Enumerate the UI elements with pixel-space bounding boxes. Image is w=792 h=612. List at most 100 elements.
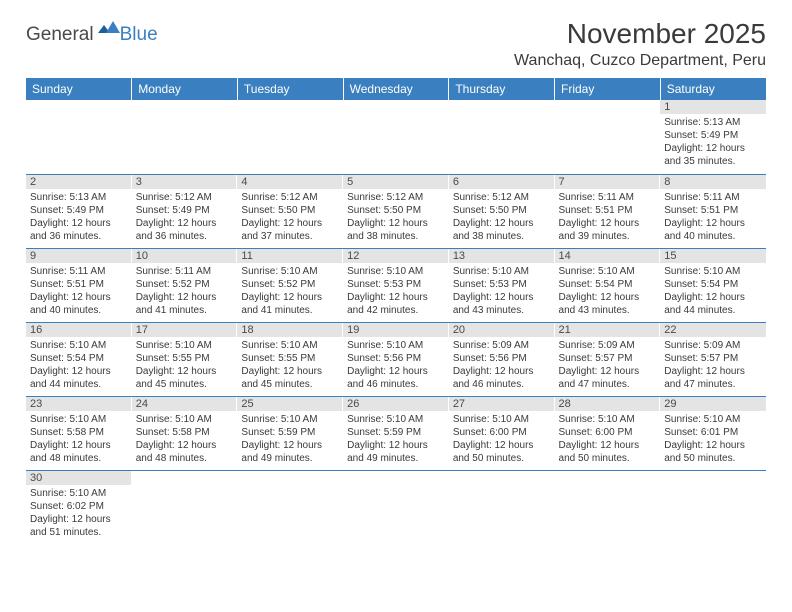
calendar-week-row: 9Sunrise: 5:11 AMSunset: 5:51 PMDaylight… — [26, 248, 766, 322]
calendar-day-cell — [237, 470, 343, 544]
day-details: Sunrise: 5:10 AMSunset: 5:52 PMDaylight:… — [237, 263, 343, 319]
calendar-day-cell: 11Sunrise: 5:10 AMSunset: 5:52 PMDayligh… — [237, 248, 343, 322]
daylight-text: Daylight: 12 hours and 44 minutes. — [30, 365, 128, 391]
sunrise-text: Sunrise: 5:10 AM — [453, 265, 551, 278]
daylight-text: Daylight: 12 hours and 51 minutes. — [30, 513, 128, 539]
day-number-bar: 2 — [26, 175, 132, 189]
daylight-text: Daylight: 12 hours and 46 minutes. — [453, 365, 551, 391]
sunrise-text: Sunrise: 5:13 AM — [30, 191, 128, 204]
sunset-text: Sunset: 5:59 PM — [241, 426, 339, 439]
calendar-header-row: SundayMondayTuesdayWednesdayThursdayFrid… — [26, 78, 766, 100]
day-details: Sunrise: 5:11 AMSunset: 5:51 PMDaylight:… — [660, 189, 766, 245]
day-number-bar: 25 — [237, 397, 343, 411]
sunset-text: Sunset: 5:51 PM — [559, 204, 657, 217]
daylight-text: Daylight: 12 hours and 37 minutes. — [241, 217, 339, 243]
sunrise-text: Sunrise: 5:10 AM — [241, 339, 339, 352]
sunrise-text: Sunrise: 5:10 AM — [136, 413, 234, 426]
day-number-bar: 1 — [660, 100, 766, 114]
sunset-text: Sunset: 5:55 PM — [136, 352, 234, 365]
day-number-bar — [132, 100, 238, 114]
sunrise-text: Sunrise: 5:12 AM — [136, 191, 234, 204]
calendar-day-cell: 19Sunrise: 5:10 AMSunset: 5:56 PMDayligh… — [343, 322, 449, 396]
sunrise-text: Sunrise: 5:09 AM — [664, 339, 762, 352]
day-details: Sunrise: 5:10 AMSunset: 5:54 PMDaylight:… — [555, 263, 661, 319]
sunset-text: Sunset: 5:53 PM — [347, 278, 445, 291]
day-details: Sunrise: 5:10 AMSunset: 5:53 PMDaylight:… — [343, 263, 449, 319]
calendar-day-cell: 5Sunrise: 5:12 AMSunset: 5:50 PMDaylight… — [343, 174, 449, 248]
sunset-text: Sunset: 5:50 PM — [453, 204, 551, 217]
day-number-bar: 6 — [449, 175, 555, 189]
daylight-text: Daylight: 12 hours and 41 minutes. — [241, 291, 339, 317]
sunset-text: Sunset: 6:00 PM — [453, 426, 551, 439]
weekday-header: Wednesday — [343, 78, 449, 100]
sunset-text: Sunset: 5:52 PM — [241, 278, 339, 291]
calendar-day-cell: 20Sunrise: 5:09 AMSunset: 5:56 PMDayligh… — [449, 322, 555, 396]
calendar-day-cell — [343, 470, 449, 544]
day-number-bar: 5 — [343, 175, 449, 189]
weekday-header: Thursday — [449, 78, 555, 100]
calendar-day-cell: 9Sunrise: 5:11 AMSunset: 5:51 PMDaylight… — [26, 248, 132, 322]
sunset-text: Sunset: 5:50 PM — [347, 204, 445, 217]
day-details: Sunrise: 5:13 AMSunset: 5:49 PMDaylight:… — [26, 189, 132, 245]
sunrise-text: Sunrise: 5:10 AM — [347, 339, 445, 352]
daylight-text: Daylight: 12 hours and 46 minutes. — [347, 365, 445, 391]
calendar-day-cell: 22Sunrise: 5:09 AMSunset: 5:57 PMDayligh… — [660, 322, 766, 396]
day-number-bar: 22 — [660, 323, 766, 337]
day-number-bar: 24 — [132, 397, 238, 411]
daylight-text: Daylight: 12 hours and 39 minutes. — [559, 217, 657, 243]
calendar-day-cell — [660, 470, 766, 544]
sunrise-text: Sunrise: 5:09 AM — [559, 339, 657, 352]
sunset-text: Sunset: 5:58 PM — [136, 426, 234, 439]
sunset-text: Sunset: 5:51 PM — [30, 278, 128, 291]
calendar-day-cell — [132, 100, 238, 174]
calendar-day-cell: 26Sunrise: 5:10 AMSunset: 5:59 PMDayligh… — [343, 396, 449, 470]
daylight-text: Daylight: 12 hours and 49 minutes. — [241, 439, 339, 465]
calendar-week-row: 1Sunrise: 5:13 AMSunset: 5:49 PMDaylight… — [26, 100, 766, 174]
day-number-bar: 23 — [26, 397, 132, 411]
header: General Blue November 2025 Wanchaq, Cuzc… — [26, 18, 766, 70]
day-number-bar — [449, 100, 555, 114]
day-details: Sunrise: 5:10 AMSunset: 5:53 PMDaylight:… — [449, 263, 555, 319]
sunset-text: Sunset: 5:58 PM — [30, 426, 128, 439]
location-subtitle: Wanchaq, Cuzco Department, Peru — [514, 52, 766, 70]
day-details: Sunrise: 5:10 AMSunset: 6:02 PMDaylight:… — [26, 485, 132, 541]
day-details: Sunrise: 5:10 AMSunset: 6:00 PMDaylight:… — [555, 411, 661, 467]
calendar-body: 1Sunrise: 5:13 AMSunset: 5:49 PMDaylight… — [26, 100, 766, 544]
daylight-text: Daylight: 12 hours and 36 minutes. — [136, 217, 234, 243]
sunset-text: Sunset: 5:49 PM — [136, 204, 234, 217]
daylight-text: Daylight: 12 hours and 50 minutes. — [559, 439, 657, 465]
sunset-text: Sunset: 5:57 PM — [559, 352, 657, 365]
day-number-bar — [26, 100, 132, 114]
day-details: Sunrise: 5:10 AMSunset: 6:00 PMDaylight:… — [449, 411, 555, 467]
sunrise-text: Sunrise: 5:10 AM — [241, 413, 339, 426]
sunset-text: Sunset: 5:52 PM — [136, 278, 234, 291]
sunset-text: Sunset: 5:50 PM — [241, 204, 339, 217]
day-number-bar: 13 — [449, 249, 555, 263]
title-block: November 2025 Wanchaq, Cuzco Department,… — [514, 18, 766, 70]
calendar-day-cell — [555, 100, 661, 174]
sunset-text: Sunset: 5:49 PM — [664, 129, 762, 142]
sunset-text: Sunset: 5:56 PM — [453, 352, 551, 365]
sunrise-text: Sunrise: 5:10 AM — [347, 265, 445, 278]
day-details: Sunrise: 5:09 AMSunset: 5:56 PMDaylight:… — [449, 337, 555, 393]
day-number-bar: 16 — [26, 323, 132, 337]
sunrise-text: Sunrise: 5:10 AM — [664, 413, 762, 426]
daylight-text: Daylight: 12 hours and 50 minutes. — [664, 439, 762, 465]
daylight-text: Daylight: 12 hours and 38 minutes. — [453, 217, 551, 243]
sunset-text: Sunset: 5:55 PM — [241, 352, 339, 365]
day-number-bar: 7 — [555, 175, 661, 189]
calendar-day-cell: 24Sunrise: 5:10 AMSunset: 5:58 PMDayligh… — [132, 396, 238, 470]
day-details: Sunrise: 5:10 AMSunset: 5:54 PMDaylight:… — [660, 263, 766, 319]
calendar-day-cell: 30Sunrise: 5:10 AMSunset: 6:02 PMDayligh… — [26, 470, 132, 544]
calendar-day-cell: 21Sunrise: 5:09 AMSunset: 5:57 PMDayligh… — [555, 322, 661, 396]
day-number-bar: 3 — [132, 175, 238, 189]
day-number-bar: 10 — [132, 249, 238, 263]
calendar-table: SundayMondayTuesdayWednesdayThursdayFrid… — [26, 78, 766, 544]
daylight-text: Daylight: 12 hours and 43 minutes. — [559, 291, 657, 317]
daylight-text: Daylight: 12 hours and 47 minutes. — [664, 365, 762, 391]
sunset-text: Sunset: 5:54 PM — [30, 352, 128, 365]
day-number-bar: 15 — [660, 249, 766, 263]
sunset-text: Sunset: 6:02 PM — [30, 500, 128, 513]
calendar-day-cell: 17Sunrise: 5:10 AMSunset: 5:55 PMDayligh… — [132, 322, 238, 396]
day-details: Sunrise: 5:10 AMSunset: 5:54 PMDaylight:… — [26, 337, 132, 393]
